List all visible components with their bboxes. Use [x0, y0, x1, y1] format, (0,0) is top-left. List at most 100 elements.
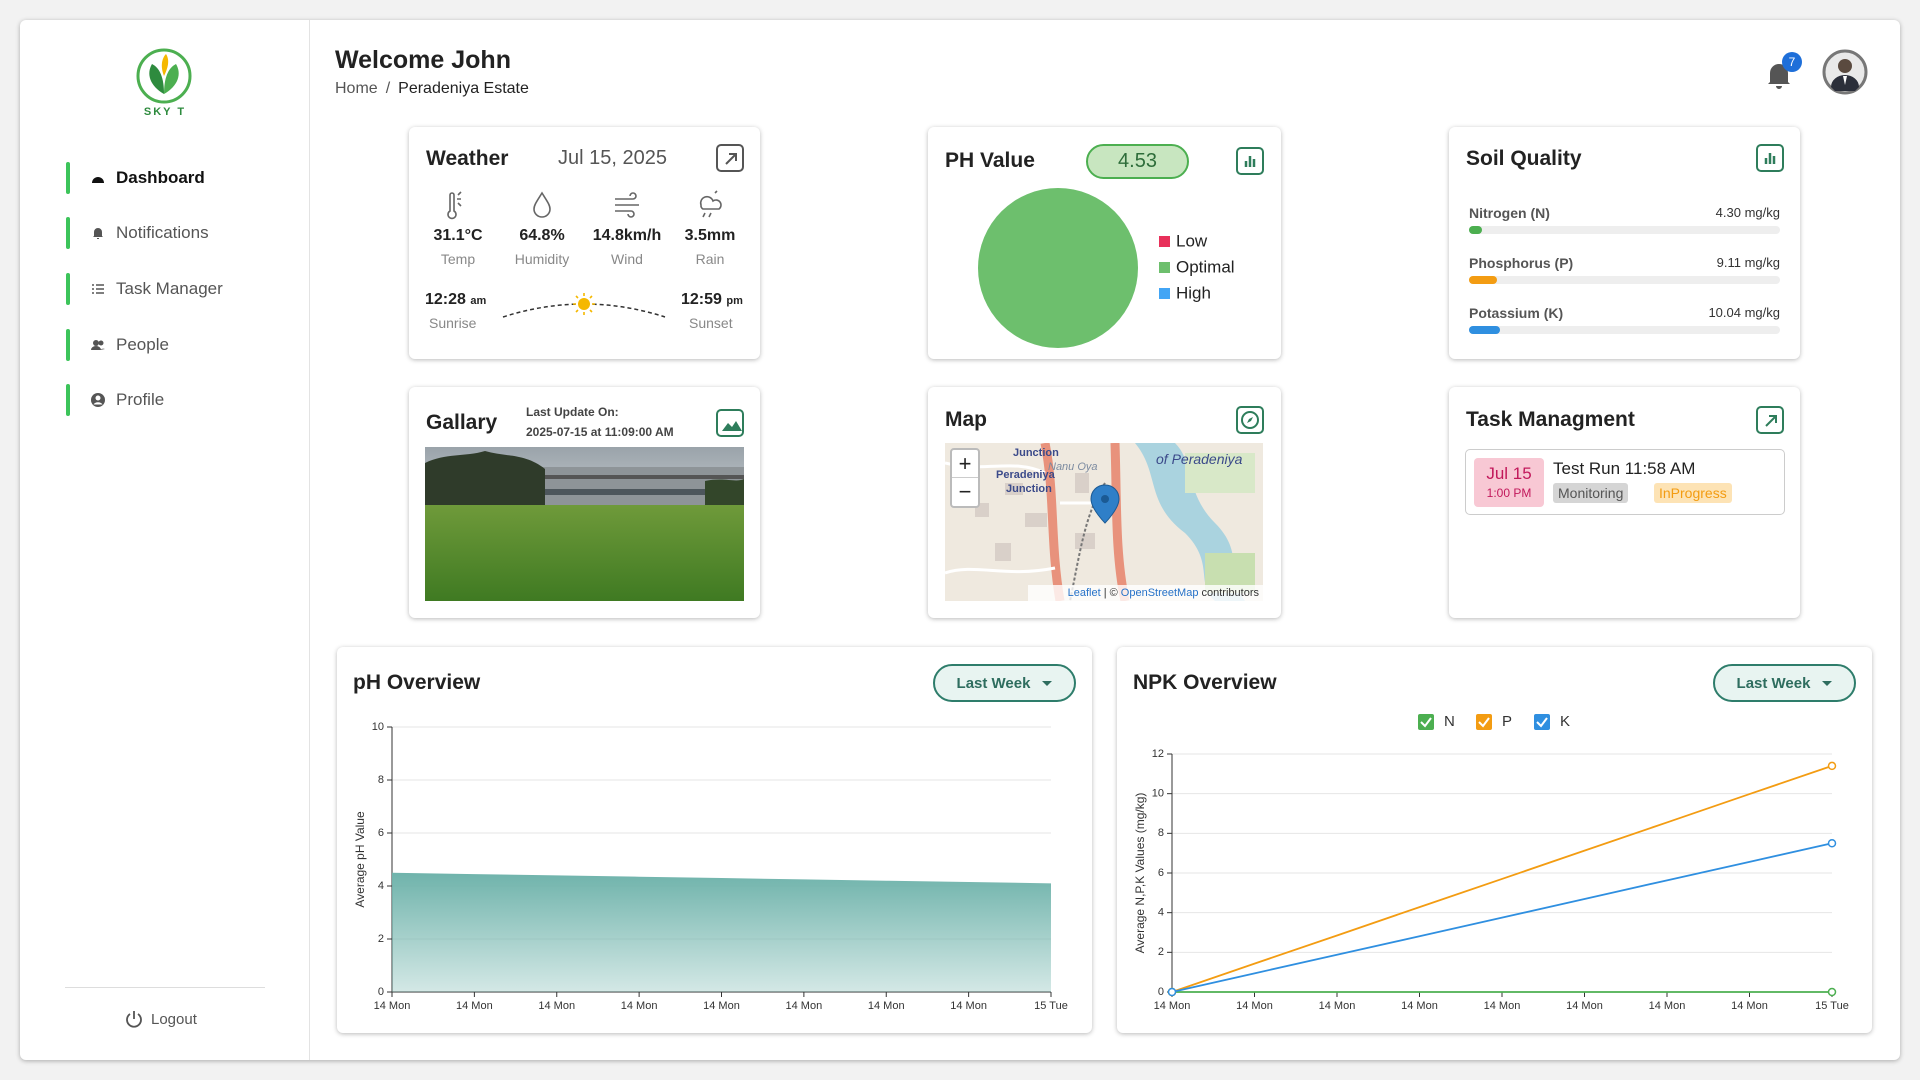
menu-item[interactable]: Notifications: [66, 217, 296, 249]
card-title: Task Managment: [1466, 408, 1635, 431]
card-title: PH Value: [945, 149, 1035, 172]
chart-button[interactable]: [1236, 147, 1264, 175]
metric-label: Temp: [440, 251, 476, 267]
y-tick-label: 2: [378, 933, 384, 945]
menu-item[interactable]: Dashboard: [66, 162, 296, 194]
chart-button[interactable]: [1756, 144, 1784, 172]
x-tick-label: 14 Mon: [538, 1000, 575, 1012]
crumb-separator: /: [385, 80, 391, 97]
legend-label: K: [1560, 713, 1570, 730]
progress-track: [1469, 326, 1780, 334]
point: [1827, 839, 1837, 848]
x-tick-label: 14 Mon: [1484, 1000, 1521, 1012]
weather-card: Weather Jul 15, 2025 31.1°C Temp 64.8% Humi…: [409, 127, 760, 359]
y-tick-label: 2: [1158, 946, 1164, 958]
update-time: 2025-07-15 at 11:09:00 AM: [526, 425, 674, 439]
menu-label: Notifications: [116, 223, 209, 242]
legend-label: High: [1176, 283, 1211, 302]
legend-checkbox[interactable]: [1476, 714, 1492, 730]
card-title: Gallary: [426, 411, 498, 434]
progress-bar: [1469, 326, 1501, 334]
y-tick-label: 12: [1152, 748, 1164, 760]
legend-checkbox[interactable]: [1534, 714, 1550, 730]
logout-label: Logout: [151, 1010, 197, 1028]
time: 1:00 PM: [1486, 486, 1532, 500]
point: [1827, 761, 1837, 771]
soil-card: Soil Quality Nitrogen (N) 4.30 mg/kg Phosp…: [1449, 127, 1800, 359]
link[interactable]: Leaflet: [1067, 587, 1101, 599]
x-tick-label: 14 Mon: [1319, 1000, 1356, 1012]
task-card: Task Managment Jul 15 1:00 PM Test Run 1…: [1449, 387, 1800, 618]
progress-track: [1469, 226, 1780, 234]
period-dropdown[interactable]: Last Week: [1713, 664, 1856, 702]
nutrient-value: 10.04 mg/kg: [1708, 305, 1780, 320]
x-tick-label: 14 Mon: [786, 1000, 823, 1012]
crumb: Peradeniya Estate: [398, 80, 529, 97]
y-tick-label: 10: [1152, 788, 1164, 800]
menu-label: People: [116, 335, 169, 354]
y-tick-label: 4: [1158, 907, 1164, 919]
point: [1167, 987, 1177, 997]
time: 12:59: [681, 291, 722, 308]
metric-value: 64.8%: [519, 227, 565, 244]
weather-date: Jul 15, 2025: [558, 147, 667, 169]
open-button[interactable]: [1756, 406, 1784, 434]
area-chart: 0 2 4 6 8 10 14 Mon 14 Mon 14 Mon 14 Mon 14 Mon 14 …: [353, 721, 1068, 1012]
pie-slice: [978, 188, 1138, 348]
npk-overview-card: NPK Overview Last Week 0 2 4 6 8 10 12 14 Mon 14…: [1117, 647, 1872, 1033]
y-tick-label: 4: [378, 880, 384, 892]
progress-track: [1469, 276, 1780, 284]
notifications-button[interactable]: 7: [1762, 52, 1802, 92]
x-tick-label: 14 Mon: [1566, 1000, 1603, 1012]
card-title: Weather: [426, 147, 509, 170]
pie-chart: Low Optimal High: [978, 188, 1235, 348]
x-tick-label: 14 Mon: [703, 1000, 740, 1012]
zoom-control: + −: [950, 448, 980, 508]
menu-item[interactable]: Task Manager: [66, 273, 296, 305]
legend-checkbox[interactable]: [1418, 714, 1434, 730]
page-title: Welcome John: [335, 46, 511, 74]
map[interactable]: [945, 443, 1263, 601]
x-tick-label: 14 Mon: [374, 1000, 411, 1012]
logout-button[interactable]: Logout: [125, 1010, 197, 1028]
point: [1827, 987, 1837, 997]
task-name: Test Run 11:58 AM: [1553, 459, 1696, 478]
suffix: am: [470, 295, 487, 307]
check: [1536, 717, 1548, 728]
card-title: Soil Quality: [1466, 147, 1582, 170]
nutrient-name: Nitrogen (N): [1469, 205, 1550, 221]
crumb[interactable]: Home: [335, 80, 378, 97]
map-label: of Peradeniya: [1156, 451, 1243, 467]
text: contributors: [1201, 587, 1259, 599]
y-axis-label: Average N,P,K Values (mg/kg): [1133, 793, 1147, 954]
nutrient-value: 4.30 mg/kg: [1715, 205, 1780, 220]
legend-label: P: [1502, 713, 1512, 730]
x-tick-label: 14 Mon: [456, 1000, 493, 1012]
zoom-in[interactable]: +: [952, 450, 978, 478]
menu-item[interactable]: People: [66, 329, 296, 361]
menu-item[interactable]: Profile: [66, 384, 296, 416]
zoom-out[interactable]: −: [958, 479, 972, 504]
x-tick-label: 14 Mon: [1731, 1000, 1768, 1012]
legend-label: Optimal: [1176, 257, 1235, 276]
logo: [136, 48, 192, 104]
y-tick-label: 8: [378, 774, 384, 786]
link[interactable]: OpenStreetMap: [1120, 587, 1199, 599]
nutrient-value: 9.11 mg/kg: [1716, 255, 1780, 270]
gallery-button[interactable]: [716, 409, 744, 437]
task-item[interactable]: Jul 15 1:00 PM Test Run 11:58 AM Monitor…: [1465, 449, 1785, 515]
x-tick-label: 15 Tue: [1815, 1000, 1849, 1012]
x-tick-label: 14 Mon: [950, 1000, 987, 1012]
x-tick-label: 14 Mon: [1154, 1000, 1191, 1012]
open-button[interactable]: [716, 144, 744, 172]
map-label: Nanu Oya: [1048, 461, 1098, 473]
period-dropdown[interactable]: Last Week: [933, 664, 1076, 702]
brand: SKY T: [143, 106, 187, 118]
map-button[interactable]: [1236, 406, 1264, 434]
y-tick-label: 0: [378, 986, 384, 998]
check: [1420, 717, 1432, 728]
avatar[interactable]: [1822, 49, 1868, 95]
progress-bar: [1469, 276, 1498, 284]
menu-label: Profile: [116, 390, 165, 409]
x-tick-label: 14 Mon: [1401, 1000, 1438, 1012]
